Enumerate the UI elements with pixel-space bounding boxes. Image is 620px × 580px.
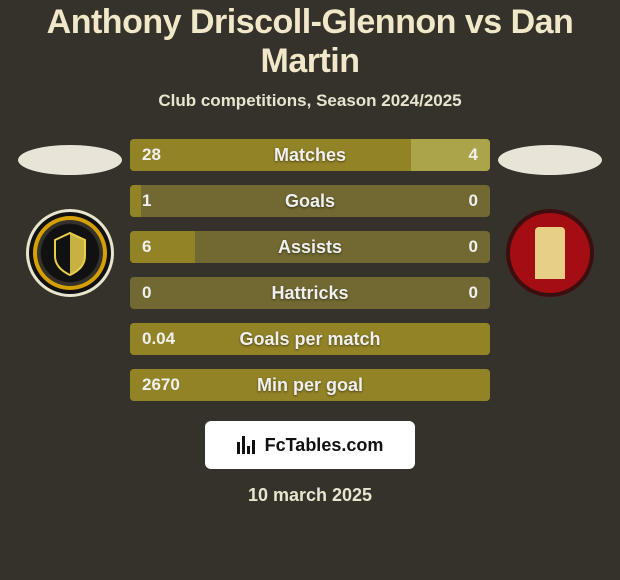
- stat-bar: 0Hattricks0: [130, 277, 490, 309]
- page-title: Anthony Driscoll-Glennon vs Dan Martin: [0, 3, 620, 81]
- stat-label: Hattricks: [130, 283, 490, 304]
- stat-label: Goals: [130, 191, 490, 212]
- infographic-container: Anthony Driscoll-Glennon vs Dan Martin C…: [0, 0, 620, 580]
- stat-value-right: 0: [469, 283, 478, 303]
- stat-value-right: 0: [469, 237, 478, 257]
- main-row: 28Matches41Goals06Assists00Hattricks00.0…: [0, 139, 620, 401]
- right-player-column: [490, 139, 610, 297]
- left-player-column: [10, 139, 130, 297]
- right-club-crest: [506, 209, 594, 297]
- crest-banner: [535, 227, 565, 279]
- stat-bar: 28Matches4: [130, 139, 490, 171]
- stat-bar: 2670Min per goal: [130, 369, 490, 401]
- brand-text: FcTables.com: [265, 435, 384, 456]
- bar-chart-icon: [237, 436, 259, 454]
- player-silhouette-icon: [18, 145, 122, 175]
- stat-bar: 1Goals0: [130, 185, 490, 217]
- stat-bars: 28Matches41Goals06Assists00Hattricks00.0…: [130, 139, 490, 401]
- stat-value-right: 0: [469, 191, 478, 211]
- stat-label: Goals per match: [130, 329, 490, 350]
- stat-value-right: 4: [469, 145, 478, 165]
- date-label: 10 march 2025: [248, 485, 372, 506]
- stat-label: Matches: [130, 145, 490, 166]
- stat-bar: 6Assists0: [130, 231, 490, 263]
- stat-label: Min per goal: [130, 375, 490, 396]
- subtitle: Club competitions, Season 2024/2025: [158, 91, 461, 111]
- stat-label: Assists: [130, 237, 490, 258]
- left-club-crest: [26, 209, 114, 297]
- shield-icon: [45, 228, 95, 278]
- stat-bar: 0.04Goals per match: [130, 323, 490, 355]
- player-silhouette-icon: [498, 145, 602, 175]
- brand-badge: FcTables.com: [205, 421, 415, 469]
